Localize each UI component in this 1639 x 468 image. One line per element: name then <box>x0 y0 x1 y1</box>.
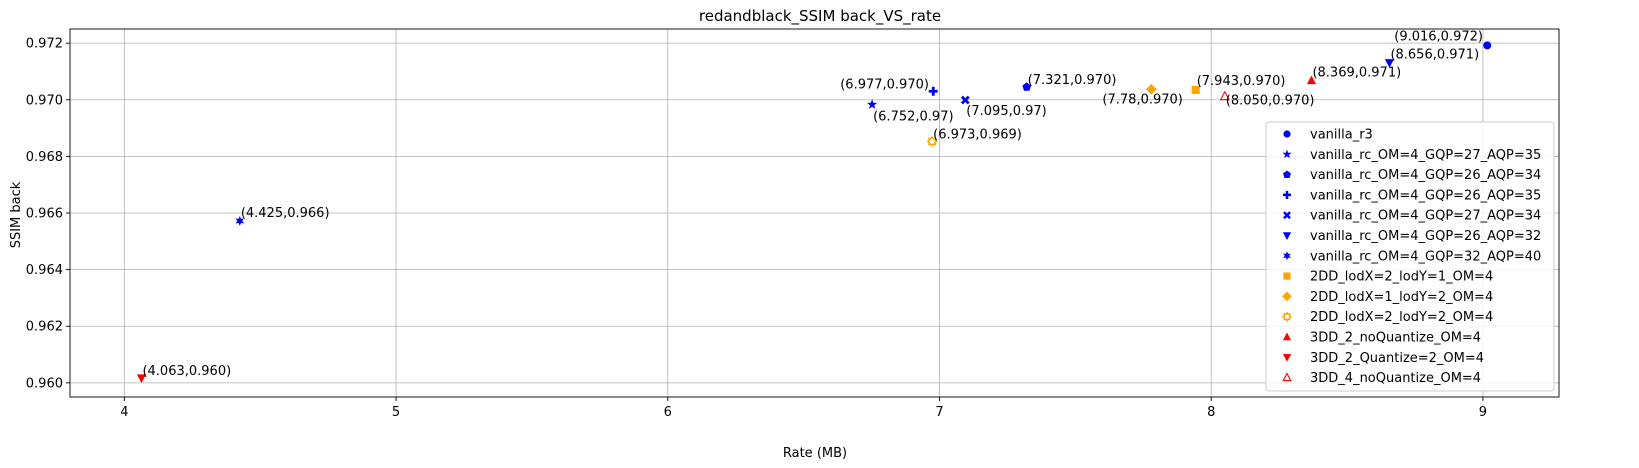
legend: vanilla_r3 vanilla_rc_OM=4_GQP=27_AQP=35v… <box>1265 121 1555 392</box>
x-tick-label: 4 <box>120 405 128 420</box>
legend-marker <box>1282 190 1292 199</box>
data-label: (7.78,0.970) <box>1102 92 1182 107</box>
legend-label: 3DD_2_Quantize=2_OM=4 <box>1310 351 1484 366</box>
y-tick-label: 0.970 <box>26 93 63 108</box>
legend-marker <box>1282 232 1292 240</box>
legend-marker <box>1283 130 1291 138</box>
data-point <box>1219 90 1230 101</box>
legend-label: vanilla_rc_OM=4_GQP=27_AQP=35 <box>1310 148 1541 163</box>
data-label: (8.050,0.970) <box>1226 93 1315 108</box>
legend-marker <box>1283 251 1291 261</box>
legend-marker <box>1283 272 1291 280</box>
y-tick-label: 0.960 <box>26 376 63 391</box>
y-axis-label: SSIM back <box>9 181 24 248</box>
data-point <box>1191 85 1200 94</box>
data-point <box>1022 82 1032 91</box>
legend-label: vanilla_rc_OM=4_GQP=32_AQP=40 <box>1310 249 1541 264</box>
data-point <box>1146 83 1157 95</box>
legend-label: vanilla_rc_OM=4_GQP=27_AQP=34 <box>1310 209 1541 224</box>
y-tick-label: 0.972 <box>26 37 63 52</box>
legend-label: 2DD_lodX=1_lodY=2_OM=4 <box>1310 290 1493 305</box>
data-point <box>866 99 878 109</box>
data-points <box>136 41 1492 384</box>
data-label: (4.425,0.966) <box>241 206 330 221</box>
data-label: (9.016,0.972) <box>1394 29 1483 44</box>
y-tick-label: 0.962 <box>26 320 63 335</box>
plot-frame <box>69 28 1560 398</box>
data-label: (6.973,0.969) <box>933 127 1022 142</box>
y-tick-label: 0.966 <box>26 207 63 222</box>
legend-label: vanilla_rc_OM=4_GQP=26_AQP=35 <box>1310 188 1541 203</box>
legend-marker <box>1282 372 1292 382</box>
legend-marker <box>1283 211 1291 220</box>
chart-title: redandblack_SSIM back_VS_rate <box>699 7 941 26</box>
x-tick-label: 6 <box>664 405 672 420</box>
data-point <box>926 135 938 147</box>
legend-label: vanilla_r3 <box>1310 128 1373 143</box>
data-labels: (9.016,0.972) (6.752,0.97) (7.321,0.970) (6… <box>142 29 1483 379</box>
data-point <box>1306 75 1317 85</box>
y-tick-label: 0.964 <box>26 263 63 278</box>
legend-label: 2DD_lodX=2_lodY=1_OM=4 <box>1310 270 1493 285</box>
legend-marker <box>1282 332 1292 341</box>
data-label: (4.063,0.960) <box>142 364 231 379</box>
data-label: (7.321,0.970) <box>1028 73 1117 88</box>
data-label: (7.943,0.970) <box>1197 74 1286 89</box>
legend-marker <box>1282 354 1292 362</box>
data-label: (8.369,0.971) <box>1312 66 1401 81</box>
data-point <box>235 215 245 226</box>
legend-marker <box>1281 311 1293 322</box>
data-point <box>960 95 970 105</box>
data-point <box>136 374 147 384</box>
legend-label: 3DD_2_noQuantize_OM=4 <box>1310 331 1481 346</box>
data-label: (6.977,0.970) <box>840 77 929 92</box>
data-label: (8.656,0.971) <box>1390 48 1479 63</box>
data-point <box>1483 41 1492 50</box>
data-label: (6.752,0.97) <box>873 110 953 125</box>
legend-box <box>1265 121 1555 392</box>
y-tick-label: 0.968 <box>26 150 63 165</box>
legend-marker <box>1283 170 1291 178</box>
x-tick-label: 5 <box>392 405 400 420</box>
data-point <box>928 86 938 96</box>
legend-marker <box>1282 149 1292 159</box>
x-tick-label: 8 <box>1207 405 1215 420</box>
legend-label: vanilla_rc_OM=4_GQP=26_AQP=32 <box>1310 229 1541 244</box>
legend-label: 2DD_lodX=2_lodY=2_OM=4 <box>1310 310 1493 325</box>
x-marker-shape <box>1283 211 1291 220</box>
legend-label: 3DD_4_noQuantize_OM=4 <box>1310 371 1481 386</box>
x-marker-shape <box>960 95 970 105</box>
axis-ticks: 4 5 6 7 8 9 0.960 0.962 0.964 0.966 0.968 0.970 0.97… <box>26 37 1487 420</box>
x-tick-label: 7 <box>935 405 943 420</box>
legend-label: vanilla_rc_OM=4_GQP=26_AQP=34 <box>1310 168 1541 183</box>
data-point <box>1384 59 1395 68</box>
legend-marker <box>1282 291 1292 302</box>
x-tick-label: 9 <box>1479 405 1487 420</box>
x-axis-label: Rate (MB) <box>783 446 847 461</box>
data-label: (7.095,0.97) <box>966 104 1046 119</box>
